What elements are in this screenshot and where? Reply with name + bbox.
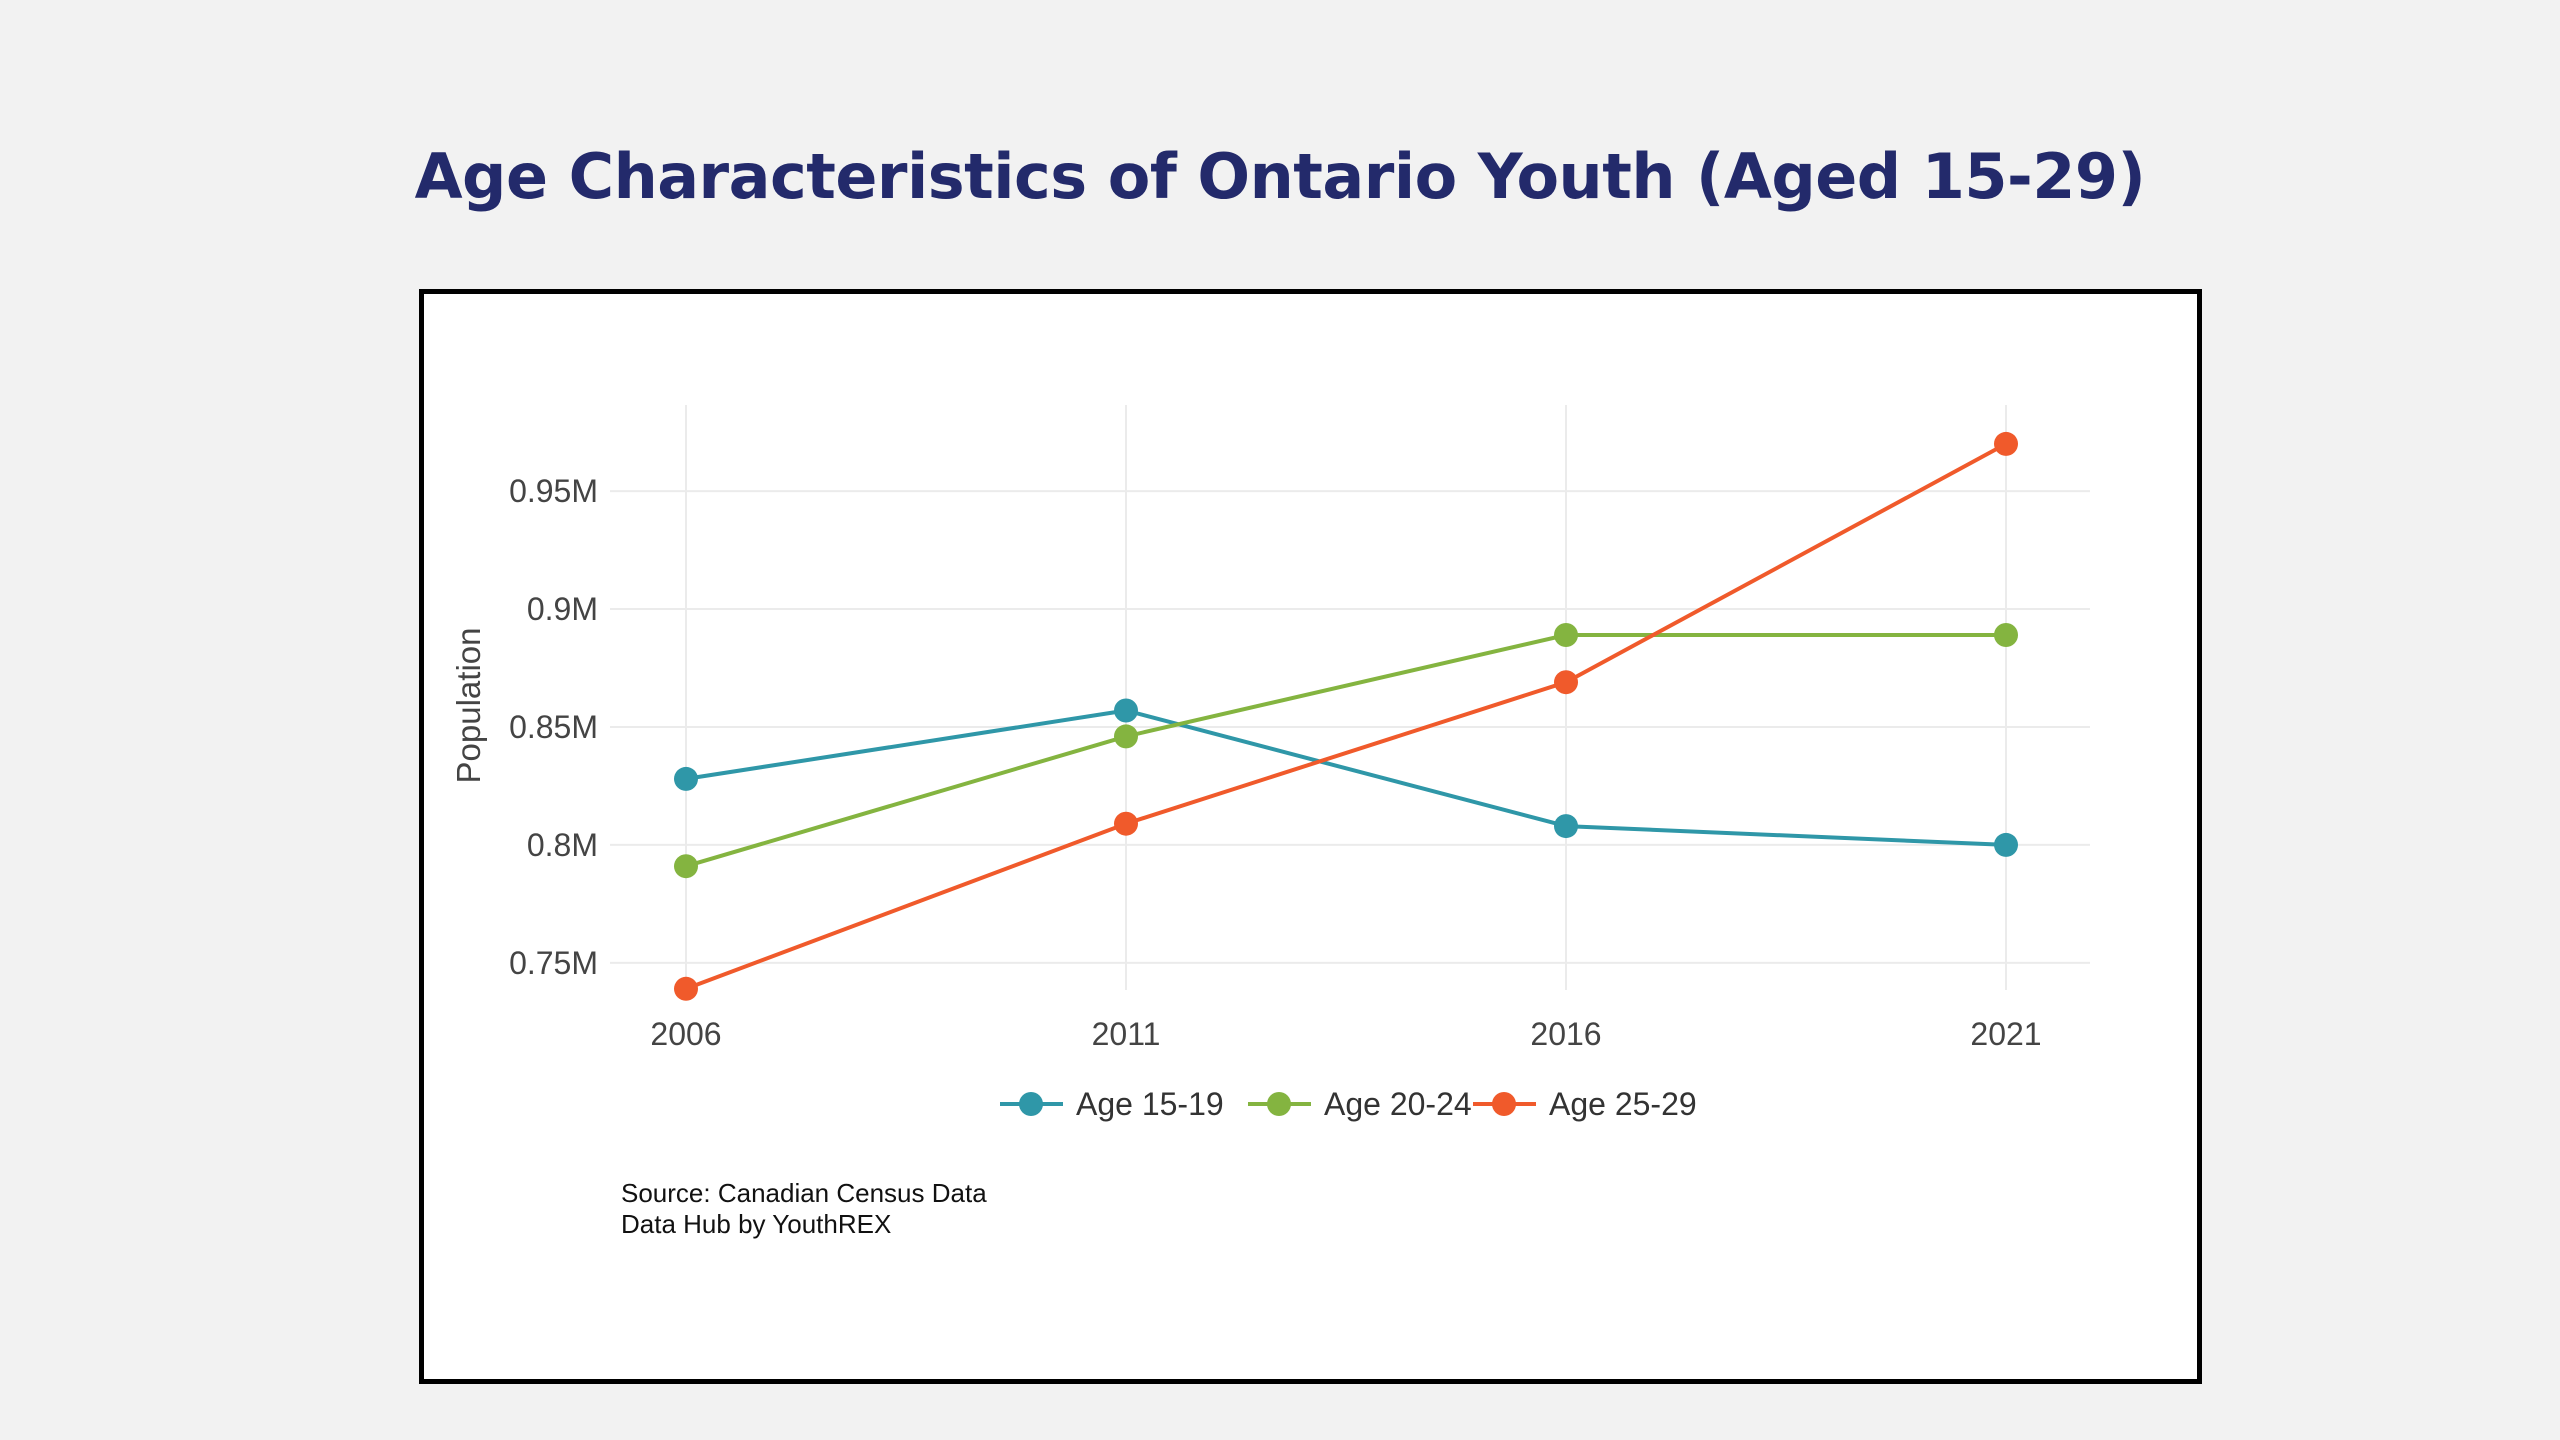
data-point (1114, 698, 1138, 723)
data-point (674, 854, 698, 879)
series-lines (674, 431, 2018, 1001)
legend-label: Age 15-19 (1076, 1086, 1224, 1122)
series-line-2 (685, 633, 2006, 869)
legend-swatch-marker (1019, 1092, 1043, 1116)
source-note: Source: Canadian Census Data Data Hub by… (621, 1178, 987, 1240)
y-tick-label: 0.9M (527, 591, 598, 627)
data-point (674, 976, 698, 1001)
legend: Age 15-19 Age 20-24 Age 25-29 (1000, 1086, 1697, 1122)
y-tick-label: 0.8M (527, 827, 598, 863)
source-line-2: Data Hub by YouthREX (621, 1209, 892, 1239)
axes: 0.75M 0.8M 0.85M 0.9M 0.95M 2006 2011 2016 2021 P… (450, 473, 2042, 1052)
data-point (1554, 623, 1578, 647)
data-point (1554, 670, 1578, 695)
page-title: Age Characteristics of Ontario Youth (Ag… (414, 140, 2146, 213)
legend-label: Age 20-24 (1324, 1086, 1472, 1122)
x-tick-label: 2006 (650, 1016, 721, 1052)
data-point (1114, 724, 1138, 749)
data-point (674, 766, 698, 791)
series-line-3 (685, 442, 2007, 991)
y-axis-title: Population (450, 628, 487, 784)
x-tick-label: 2021 (1970, 1016, 2041, 1052)
y-tick-label: 0.85M (509, 709, 598, 745)
legend-swatch-marker (1492, 1092, 1516, 1116)
data-point (1994, 623, 2018, 647)
data-point (1554, 814, 1578, 839)
source-line-1: Source: Canadian Census Data (621, 1178, 987, 1208)
legend-swatch-marker (1267, 1092, 1291, 1116)
data-point (1994, 431, 2018, 456)
grid-lines (610, 405, 2090, 990)
chart-frame (419, 289, 2202, 1384)
data-point (1994, 832, 2018, 857)
data-point (1114, 811, 1138, 836)
x-tick-label: 2011 (1092, 1016, 1161, 1052)
x-tick-label: 2016 (1530, 1016, 1601, 1052)
y-tick-label: 0.95M (509, 473, 598, 509)
y-tick-label: 0.75M (509, 945, 598, 981)
series-line-1 (685, 708, 2007, 847)
legend-label: Age 25-29 (1549, 1086, 1697, 1122)
